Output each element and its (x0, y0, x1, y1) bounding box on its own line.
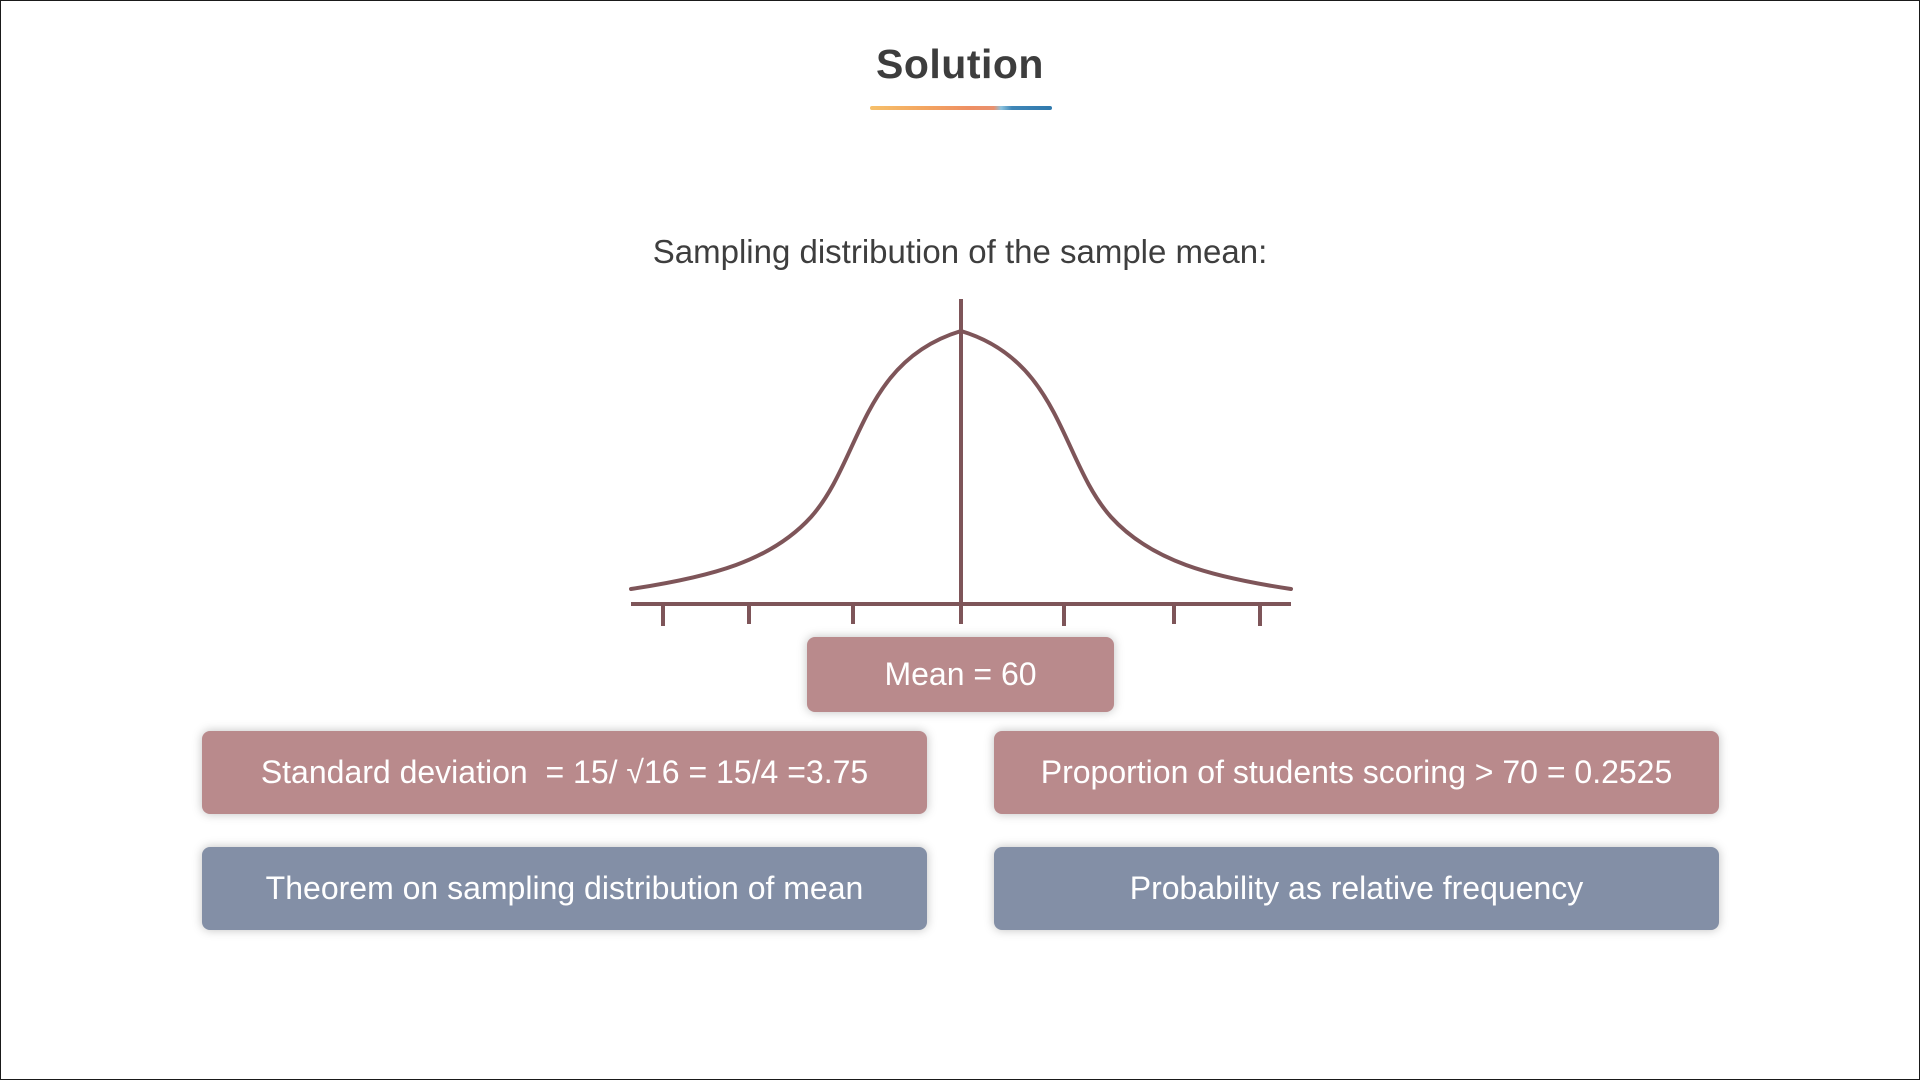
title-underline (870, 106, 1052, 110)
proportion-box: Proportion of students scoring > 70 = 0.… (994, 731, 1719, 814)
mean-box: Mean = 60 (807, 637, 1114, 712)
probability-box: Probability as relative frequency (994, 847, 1719, 930)
theorem-box: Theorem on sampling distribution of mean (202, 847, 927, 930)
standard-deviation-box: Standard deviation = 15/ √16 = 15/4 =3.7… (202, 731, 927, 814)
normal-curve-diagram (629, 299, 1293, 626)
diagram-subtitle: Sampling distribution of the sample mean… (652, 233, 1268, 270)
slide-title: Solution (876, 41, 1044, 87)
